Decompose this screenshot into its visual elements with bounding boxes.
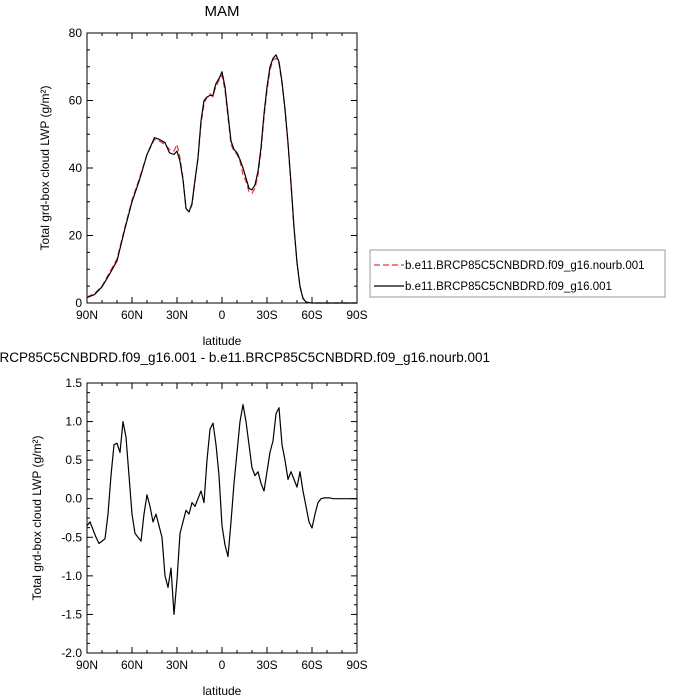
bottom-y-tick-label: 0.0 [65, 492, 82, 506]
top-x-tick-label: 60S [301, 308, 322, 322]
bottom-chart-title: b.e11.BRCP85C5CNBDRD.f09_g16.001 - b.e11… [0, 350, 490, 365]
bottom-x-tick-label: 60S [301, 658, 322, 672]
top-x-tick-label: 90N [76, 308, 98, 322]
bottom-x-tick-label: 90S [346, 658, 367, 672]
bottom-x-tick-label: 30N [166, 658, 188, 672]
bottom-x-tick-label: 60N [121, 658, 143, 672]
bottom-series-line-0 [86, 404, 357, 616]
top-y-tick-label: 20 [69, 229, 83, 243]
top-y-tick-label: 0 [75, 296, 82, 310]
top-x-axis-label: latitude [203, 334, 242, 348]
legend-label-control: b.e11.BRCP85C5CNBDRD.f09_g16.001 [405, 281, 612, 293]
top-y-tick-label: 40 [69, 161, 83, 175]
bottom-x-tick-label: 30S [256, 658, 277, 672]
top-chart-title: MAM [205, 3, 240, 20]
bottom-y-tick-label: -0.5 [61, 530, 82, 544]
top-x-tick-label: 30N [166, 308, 188, 322]
top-x-tick-label: 60N [121, 308, 143, 322]
top-series-line-1 [86, 54, 357, 304]
bottom-y-tick-label: -2.0 [61, 646, 82, 660]
top-y-tick-label: 80 [69, 26, 83, 40]
legend-box [369, 249, 666, 298]
bottom-x-tick-label: 90N [76, 658, 98, 672]
bottom-panel: -2.0 -1.5 -1.0 -0.5 0.0 0.5 1.0 1.5 90N 60N 30N 0 30… [61, 376, 367, 672]
legend: b.e11.BRCP85C5CNBDRD.f09_g16.nourb.001 b… [369, 249, 666, 298]
top-x-tick-label: 90S [346, 308, 367, 322]
bottom-y-tick-label: 0.5 [65, 453, 82, 467]
top-y-tick-label: 60 [69, 94, 83, 108]
bottom-y-tick-label: -1.0 [61, 569, 82, 583]
top-series-line-0 [86, 57, 357, 304]
top-y-axis-label: Total grd-box cloud LWP (g/m²) [38, 86, 52, 251]
bottom-y-tick-label: -1.5 [61, 607, 82, 621]
top-x-tick-label: 30S [256, 308, 277, 322]
bottom-y-tick-label: 1.5 [65, 376, 82, 390]
bottom-y-tick-label: 1.0 [65, 415, 82, 429]
top-panel: 0 20 40 60 80 90N 60N 30N 0 30S 60S 90S [69, 26, 368, 322]
bottom-y-axis-label: Total grd-box cloud LWP (g/m²) [30, 436, 44, 601]
bottom-x-axis-label: latitude [203, 684, 242, 698]
bottom-x-tick-label: 0 [219, 658, 226, 672]
legend-label-nourb: b.e11.BRCP85C5CNBDRD.f09_g16.nourb.001 [405, 260, 645, 272]
top-x-tick-label: 0 [219, 308, 226, 322]
